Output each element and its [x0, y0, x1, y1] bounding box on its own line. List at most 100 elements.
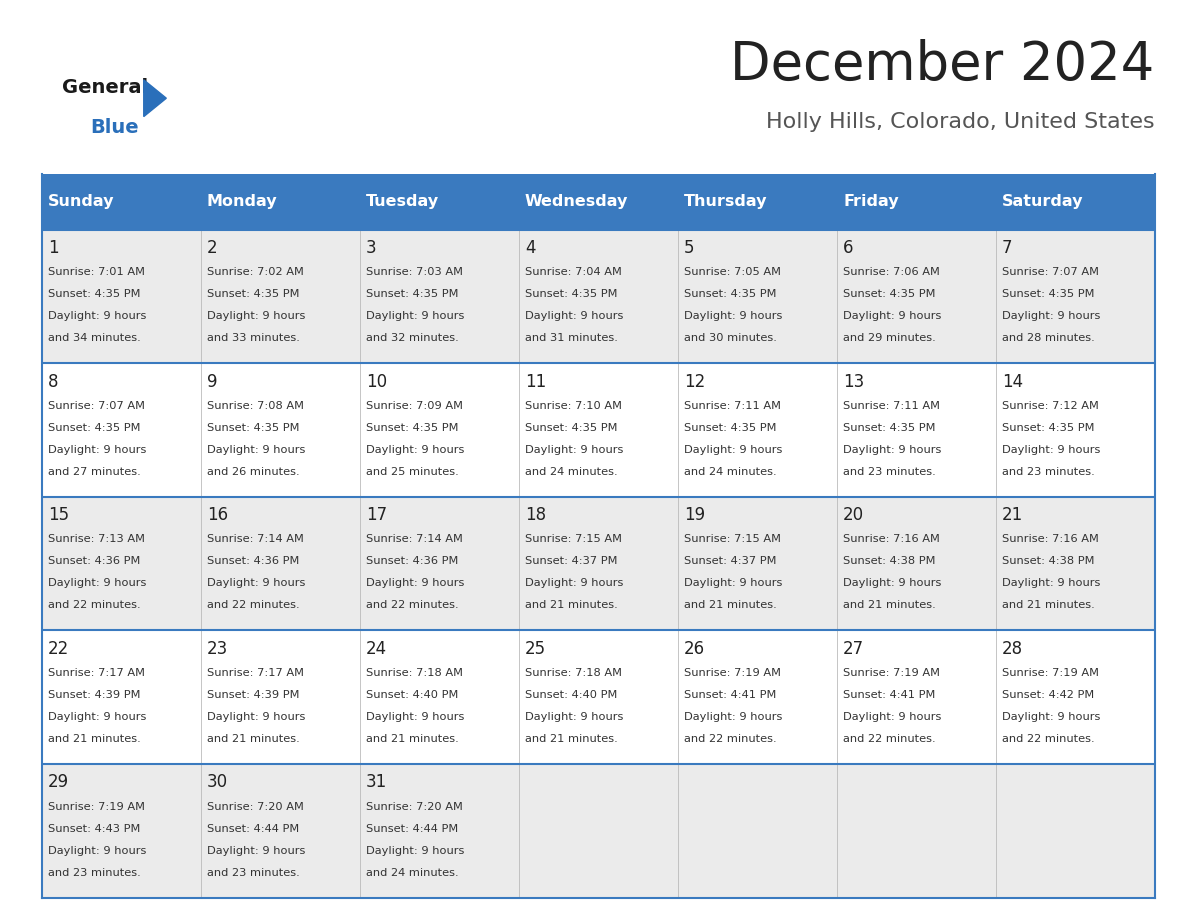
Text: Sunset: 4:35 PM: Sunset: 4:35 PM — [684, 422, 777, 432]
Bar — [201, 174, 360, 230]
Text: Sunrise: 7:14 AM: Sunrise: 7:14 AM — [366, 534, 463, 544]
Text: and 22 minutes.: and 22 minutes. — [684, 734, 777, 744]
Text: Daylight: 9 hours: Daylight: 9 hours — [48, 712, 146, 722]
Text: 8: 8 — [48, 373, 58, 390]
Text: Sunset: 4:41 PM: Sunset: 4:41 PM — [843, 690, 935, 700]
Text: Sunrise: 7:02 AM: Sunrise: 7:02 AM — [207, 267, 304, 277]
Bar — [42, 631, 1155, 764]
Text: 9: 9 — [207, 373, 217, 390]
Text: Sunrise: 7:07 AM: Sunrise: 7:07 AM — [1001, 267, 1099, 277]
Text: 18: 18 — [525, 506, 546, 524]
Text: and 24 minutes.: and 24 minutes. — [684, 466, 777, 476]
Text: Sunrise: 7:17 AM: Sunrise: 7:17 AM — [207, 668, 304, 677]
Text: Sunrise: 7:16 AM: Sunrise: 7:16 AM — [1001, 534, 1099, 544]
Text: Sunrise: 7:15 AM: Sunrise: 7:15 AM — [684, 534, 781, 544]
Text: December 2024: December 2024 — [731, 39, 1155, 91]
Text: Sunrise: 7:15 AM: Sunrise: 7:15 AM — [525, 534, 623, 544]
Text: Daylight: 9 hours: Daylight: 9 hours — [366, 578, 465, 588]
Text: Daylight: 9 hours: Daylight: 9 hours — [684, 311, 783, 321]
Text: 14: 14 — [1001, 373, 1023, 390]
Text: and 27 minutes.: and 27 minutes. — [48, 466, 140, 476]
Text: Sunset: 4:35 PM: Sunset: 4:35 PM — [366, 422, 459, 432]
Text: 26: 26 — [684, 640, 706, 658]
Text: and 22 minutes.: and 22 minutes. — [843, 734, 936, 744]
Text: 13: 13 — [843, 373, 865, 390]
Text: Daylight: 9 hours: Daylight: 9 hours — [366, 311, 465, 321]
Text: 16: 16 — [207, 506, 228, 524]
Text: Daylight: 9 hours: Daylight: 9 hours — [525, 444, 624, 454]
Text: and 23 minutes.: and 23 minutes. — [1001, 466, 1095, 476]
Text: Sunset: 4:35 PM: Sunset: 4:35 PM — [1001, 289, 1094, 299]
Text: and 23 minutes.: and 23 minutes. — [843, 466, 936, 476]
Text: Sunset: 4:38 PM: Sunset: 4:38 PM — [1001, 556, 1094, 566]
Text: Saturday: Saturday — [1001, 195, 1083, 209]
Text: and 28 minutes.: and 28 minutes. — [1001, 333, 1095, 343]
Text: Sunset: 4:35 PM: Sunset: 4:35 PM — [843, 289, 936, 299]
Text: and 31 minutes.: and 31 minutes. — [525, 333, 618, 343]
Text: Sunset: 4:35 PM: Sunset: 4:35 PM — [525, 422, 618, 432]
Text: 6: 6 — [843, 239, 853, 257]
Text: and 22 minutes.: and 22 minutes. — [366, 600, 459, 610]
Text: Blue: Blue — [90, 118, 139, 138]
Text: and 30 minutes.: and 30 minutes. — [684, 333, 777, 343]
Text: Holly Hills, Colorado, United States: Holly Hills, Colorado, United States — [766, 112, 1155, 132]
Text: and 26 minutes.: and 26 minutes. — [207, 466, 299, 476]
Text: Daylight: 9 hours: Daylight: 9 hours — [48, 578, 146, 588]
Text: 31: 31 — [366, 774, 387, 791]
Text: Daylight: 9 hours: Daylight: 9 hours — [207, 578, 305, 588]
Text: Daylight: 9 hours: Daylight: 9 hours — [684, 712, 783, 722]
Text: and 21 minutes.: and 21 minutes. — [1001, 600, 1095, 610]
Text: Daylight: 9 hours: Daylight: 9 hours — [843, 444, 941, 454]
Bar — [42, 230, 1155, 364]
Bar — [996, 174, 1155, 230]
Text: 17: 17 — [366, 506, 387, 524]
Text: 27: 27 — [843, 640, 864, 658]
Bar — [836, 174, 996, 230]
Text: and 21 minutes.: and 21 minutes. — [525, 734, 618, 744]
Text: Sunrise: 7:14 AM: Sunrise: 7:14 AM — [207, 534, 304, 544]
Text: Daylight: 9 hours: Daylight: 9 hours — [207, 444, 305, 454]
Text: 7: 7 — [1001, 239, 1012, 257]
Text: 5: 5 — [684, 239, 695, 257]
Text: Daylight: 9 hours: Daylight: 9 hours — [1001, 444, 1100, 454]
Text: 4: 4 — [525, 239, 536, 257]
Text: Daylight: 9 hours: Daylight: 9 hours — [366, 444, 465, 454]
Text: and 23 minutes.: and 23 minutes. — [207, 868, 299, 878]
Text: 3: 3 — [366, 239, 377, 257]
Text: 1: 1 — [48, 239, 58, 257]
Text: 30: 30 — [207, 774, 228, 791]
Text: Daylight: 9 hours: Daylight: 9 hours — [207, 311, 305, 321]
Bar — [42, 497, 1155, 631]
Text: Sunset: 4:39 PM: Sunset: 4:39 PM — [48, 690, 140, 700]
Text: Friday: Friday — [843, 195, 898, 209]
Text: Sunday: Sunday — [48, 195, 114, 209]
Text: Thursday: Thursday — [684, 195, 767, 209]
Text: General: General — [62, 78, 147, 97]
Text: and 21 minutes.: and 21 minutes. — [684, 600, 777, 610]
Text: Sunrise: 7:11 AM: Sunrise: 7:11 AM — [843, 400, 940, 410]
Bar — [42, 364, 1155, 497]
Text: and 25 minutes.: and 25 minutes. — [366, 466, 459, 476]
Text: Sunset: 4:44 PM: Sunset: 4:44 PM — [366, 823, 459, 834]
Text: Sunrise: 7:03 AM: Sunrise: 7:03 AM — [366, 267, 463, 277]
Text: 24: 24 — [366, 640, 387, 658]
Text: Sunset: 4:38 PM: Sunset: 4:38 PM — [843, 556, 936, 566]
Text: Daylight: 9 hours: Daylight: 9 hours — [525, 712, 624, 722]
Text: and 23 minutes.: and 23 minutes. — [48, 868, 140, 878]
Text: Daylight: 9 hours: Daylight: 9 hours — [1001, 311, 1100, 321]
Text: Sunset: 4:35 PM: Sunset: 4:35 PM — [48, 289, 140, 299]
Text: Sunrise: 7:09 AM: Sunrise: 7:09 AM — [366, 400, 463, 410]
Text: Daylight: 9 hours: Daylight: 9 hours — [684, 578, 783, 588]
Text: Sunset: 4:36 PM: Sunset: 4:36 PM — [366, 556, 459, 566]
Text: Daylight: 9 hours: Daylight: 9 hours — [843, 311, 941, 321]
Text: Sunrise: 7:19 AM: Sunrise: 7:19 AM — [1001, 668, 1099, 677]
Text: Daylight: 9 hours: Daylight: 9 hours — [684, 444, 783, 454]
Text: Daylight: 9 hours: Daylight: 9 hours — [207, 712, 305, 722]
Text: 10: 10 — [366, 373, 387, 390]
Text: Sunrise: 7:19 AM: Sunrise: 7:19 AM — [48, 801, 145, 812]
Text: and 24 minutes.: and 24 minutes. — [366, 868, 459, 878]
Text: Sunset: 4:37 PM: Sunset: 4:37 PM — [684, 556, 777, 566]
Text: 21: 21 — [1001, 506, 1023, 524]
Text: and 33 minutes.: and 33 minutes. — [207, 333, 299, 343]
Text: Sunrise: 7:05 AM: Sunrise: 7:05 AM — [684, 267, 781, 277]
